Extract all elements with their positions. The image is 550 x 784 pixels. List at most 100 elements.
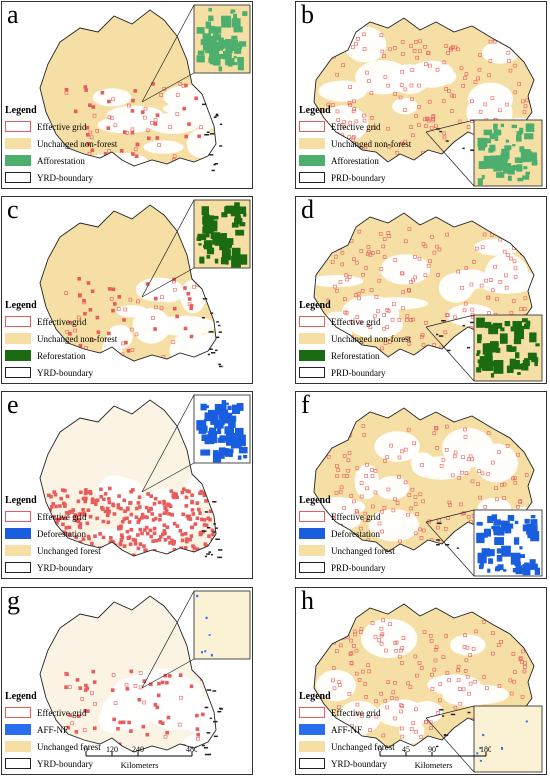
- legend-swatch: [299, 707, 325, 718]
- map-legend: Legend Effective grid AFF-NF Unchanged fore…: [5, 691, 101, 772]
- legend-swatch: [299, 741, 325, 752]
- panel-letter: e: [7, 391, 19, 419]
- map-legend: Legend Effective grid AFF-NF Unchanged fore…: [299, 691, 395, 772]
- map-panel-a: a Legend Effective grid Unchanged non-fores…: [1, 1, 253, 189]
- scale-tick-label: 0: [378, 746, 382, 754]
- zoom-inset: [193, 199, 251, 269]
- scale-tick-label: 45: [402, 746, 410, 754]
- legend-swatch: [5, 138, 31, 149]
- legend-item: Unchanged forest: [299, 542, 395, 559]
- legend-item: Effective grid: [299, 508, 395, 525]
- map-canvas: [313, 407, 543, 577]
- legend-item: Effective grid: [5, 508, 101, 525]
- legend-swatch: [5, 155, 31, 166]
- legend-label: Unchanged forest: [331, 545, 395, 556]
- legend-swatch: [5, 724, 31, 735]
- legend-swatch: [5, 758, 31, 769]
- legend-item: YRD-boundary: [5, 169, 117, 186]
- map-canvas: [39, 394, 251, 559]
- zoom-inset: [473, 705, 543, 773]
- zoom-inset: [193, 590, 251, 660]
- region-boundary: [39, 399, 217, 557]
- legend-swatch: [299, 511, 325, 522]
- map-panel-f: f Legend Effective grid Deforestation Unchan…: [295, 391, 547, 579]
- zoom-inset: [193, 394, 251, 464]
- legend-item: Reforestation: [5, 347, 117, 364]
- legend-title: Legend: [5, 300, 37, 311]
- map-canvas: [313, 603, 543, 773]
- legend-item: Unchanged forest: [299, 738, 395, 755]
- legend-item: Unchanged non-forest: [299, 330, 411, 347]
- scale-tick-label: 0: [84, 746, 88, 754]
- legend-swatch: [299, 528, 325, 539]
- zoom-inset: [193, 4, 251, 74]
- map-panel-b: b Legend Effective grid Unchanged non-fores…: [295, 1, 547, 189]
- legend-swatch: [5, 350, 31, 361]
- panel-letter: b: [301, 1, 314, 29]
- panel-letter: d: [301, 196, 314, 224]
- map-legend: Legend Effective grid Unchanged non-forest…: [5, 105, 117, 186]
- legend-title: Legend: [299, 691, 331, 702]
- legend-label: Deforestation: [37, 528, 86, 539]
- map-canvas: [39, 4, 251, 172]
- legend-swatch: [299, 350, 325, 361]
- scale-tick-label: 240: [132, 746, 144, 754]
- legend-label: Unchanged forest: [37, 545, 101, 556]
- scale-tick-label: 180: [480, 746, 491, 754]
- legend-title: Legend: [5, 105, 37, 116]
- legend-label: Unchanged non-forest: [37, 138, 118, 149]
- legend-item: YRD-boundary: [5, 559, 101, 576]
- legend-item: Deforestation: [299, 525, 395, 542]
- legend-item: Unchanged forest: [5, 542, 101, 559]
- legend-title: Legend: [299, 495, 331, 506]
- legend-label: Effective grid: [331, 316, 381, 327]
- legend-swatch: [5, 707, 31, 718]
- legend-swatch: [299, 545, 325, 556]
- legend-label: Effective grid: [331, 707, 381, 718]
- legend-label: YRD-boundary: [37, 758, 93, 769]
- panel-letter: a: [7, 1, 19, 29]
- legend-label: Effective grid: [331, 121, 381, 132]
- legend-swatch: [299, 316, 325, 327]
- legend-label: Reforestation: [331, 350, 380, 361]
- map-panel-d: d Legend Effective grid Unchanged non-fores…: [295, 196, 547, 384]
- panel-letter: h: [301, 587, 314, 615]
- legend-label: YRD-boundary: [331, 758, 387, 769]
- region-boundary: [39, 204, 217, 362]
- legend-item: Reforestation: [299, 347, 411, 364]
- legend-item: Deforestation: [5, 525, 101, 542]
- map-canvas: [313, 212, 543, 382]
- legend-label: PRD-boundary: [331, 562, 386, 573]
- map-panel-g: g Legend Effective grid AFF-NF Unchanged for…: [1, 587, 253, 775]
- legend-label: PRD-boundary: [331, 172, 386, 183]
- legend-label: AFF-NF: [37, 724, 69, 735]
- legend-swatch: [5, 316, 31, 327]
- legend-label: Effective grid: [331, 511, 381, 522]
- legend-label: Reforestation: [37, 350, 86, 361]
- legend-item: Effective grid: [5, 313, 117, 330]
- legend-label: Deforestation: [331, 528, 380, 539]
- legend-item: PRD-boundary: [299, 364, 411, 381]
- legend-item: Effective grid: [5, 118, 117, 135]
- scale-tick-label: 90: [428, 746, 436, 754]
- legend-label: Effective grid: [37, 511, 87, 522]
- zoom-inset: [473, 509, 543, 577]
- legend-label: Afforestation: [37, 155, 85, 166]
- legend-label: Effective grid: [37, 121, 87, 132]
- legend-label: Afforestation: [331, 155, 379, 166]
- legend-item: PRD-boundary: [299, 559, 395, 576]
- map-panel-c: c Legend Effective grid Unchanged non-fores…: [1, 196, 253, 384]
- legend-swatch: [5, 511, 31, 522]
- panel-letter: g: [7, 587, 20, 615]
- legend-swatch: [5, 528, 31, 539]
- legend-label: Unchanged non-forest: [37, 333, 118, 344]
- legend-item: Afforestation: [5, 152, 117, 169]
- map-canvas: [39, 590, 251, 756]
- legend-label: AFF-NF: [331, 724, 363, 735]
- map-canvas: [39, 199, 251, 368]
- legend-label: Unchanged non-forest: [331, 333, 412, 344]
- legend-item: Unchanged non-forest: [5, 330, 117, 347]
- legend-item: Unchanged forest: [5, 738, 101, 755]
- legend-item: YRD-boundary: [5, 755, 101, 772]
- legend-label: YRD-boundary: [37, 172, 93, 183]
